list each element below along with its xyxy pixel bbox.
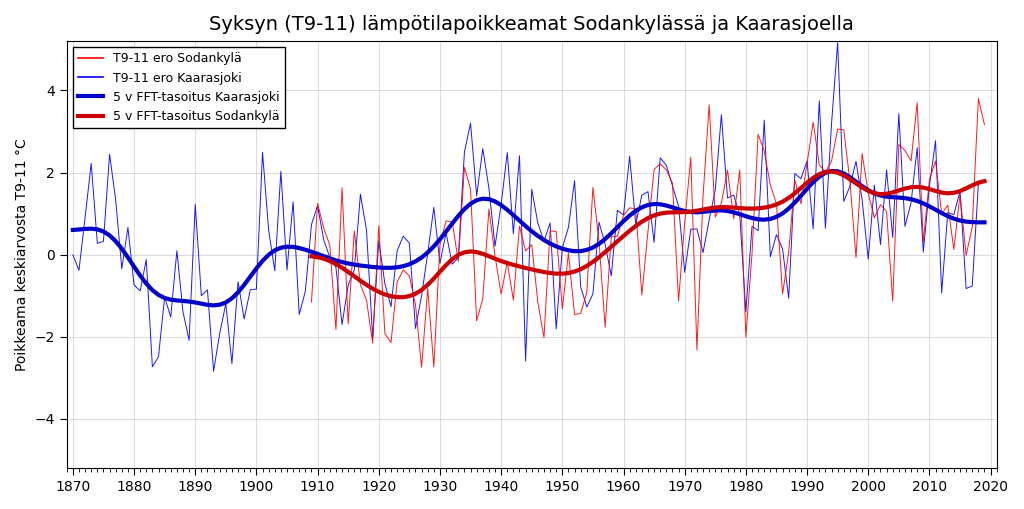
Y-axis label: Poikkeama keskiarvosta T9-11 °C: Poikkeama keskiarvosta T9-11 °C <box>15 138 29 371</box>
Title: Syksyn (T9-11) lämpötilapoikkeamat Sodankylässä ja Kaarasjoella: Syksyn (T9-11) lämpötilapoikkeamat Sodan… <box>209 15 854 34</box>
Legend: T9-11 ero Sodankylä, T9-11 ero Kaarasjoki, 5 v FFT-tasoitus Kaarasjoki, 5 v FFT-: T9-11 ero Sodankylä, T9-11 ero Kaarasjok… <box>73 47 285 128</box>
